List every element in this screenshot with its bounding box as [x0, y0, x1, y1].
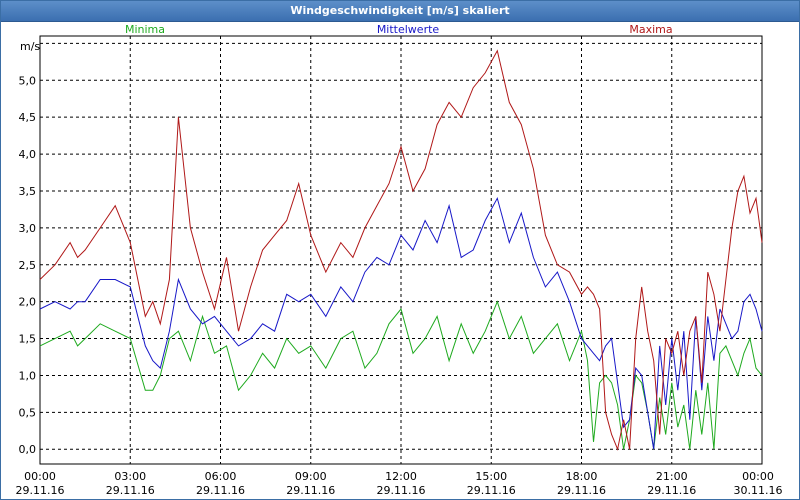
y-axis-label: m/s [20, 40, 40, 53]
x-tick-time: 12:00 [385, 470, 417, 483]
series-line-mittelwerte [39, 196, 763, 450]
x-tick-time: 09:00 [295, 470, 327, 483]
series-lines [39, 49, 763, 451]
y-tick-label: 0,5 [19, 406, 37, 419]
y-tick-label: 3,5 [19, 185, 37, 198]
x-tick-date: 29.11.16 [106, 484, 155, 497]
y-tick-label: 4,5 [19, 111, 37, 124]
x-tick-time: 15:00 [475, 470, 507, 483]
x-tick-date: 29.11.16 [16, 484, 65, 497]
x-tick-date: 29.11.16 [377, 484, 426, 497]
y-tick-label: 2,0 [19, 296, 37, 309]
y-tick-label: 0,0 [19, 443, 37, 456]
window-title: Windgeschwindigkeit [m/s] skaliert [1, 1, 799, 22]
y-axis: 0,0 0,5 1,0 1,5 2,0 2,5 3,0 3,5 4,0 4,5 5,0 [19, 74, 37, 456]
x-tick-date: 29.11.16 [647, 484, 696, 497]
y-tick-label: 1,0 [19, 369, 37, 382]
legend: Minima Mittelwerte Maxima [125, 23, 673, 36]
legend-entry-maxima: Maxima [629, 23, 672, 36]
series-line-maxima [39, 49, 763, 451]
x-tick-date: 29.11.16 [467, 484, 516, 497]
series-line-minima [39, 300, 763, 450]
x-tick-date: 29.11.16 [557, 484, 606, 497]
y-tick-label: 4,0 [19, 148, 37, 161]
y-tick-label: 1,5 [19, 333, 37, 346]
x-tick-date: 30.11.16 [734, 484, 783, 497]
x-tick-time: 21:00 [656, 470, 688, 483]
legend-entry-minima: Minima [125, 23, 165, 36]
x-tick-date: 29.11.16 [286, 484, 335, 497]
y-tick-label: 5,0 [19, 74, 37, 87]
x-tick-time: 00:00 [24, 470, 56, 483]
legend-entry-mittelwerte: Mittelwerte [377, 23, 440, 36]
x-tick-time: 00:00 [742, 470, 774, 483]
y-tick-label: 3,0 [19, 222, 37, 235]
x-tick-date: 29.11.16 [196, 484, 245, 497]
x-tick-time: 03:00 [114, 470, 146, 483]
x-tick-time: 18:00 [566, 470, 598, 483]
y-tick-label: 2,5 [19, 259, 37, 272]
plot-area [39, 35, 763, 465]
x-tick-time: 06:00 [205, 470, 237, 483]
x-axis: 00:0029.11.1603:0029.11.1606:0029.11.160… [16, 470, 783, 497]
